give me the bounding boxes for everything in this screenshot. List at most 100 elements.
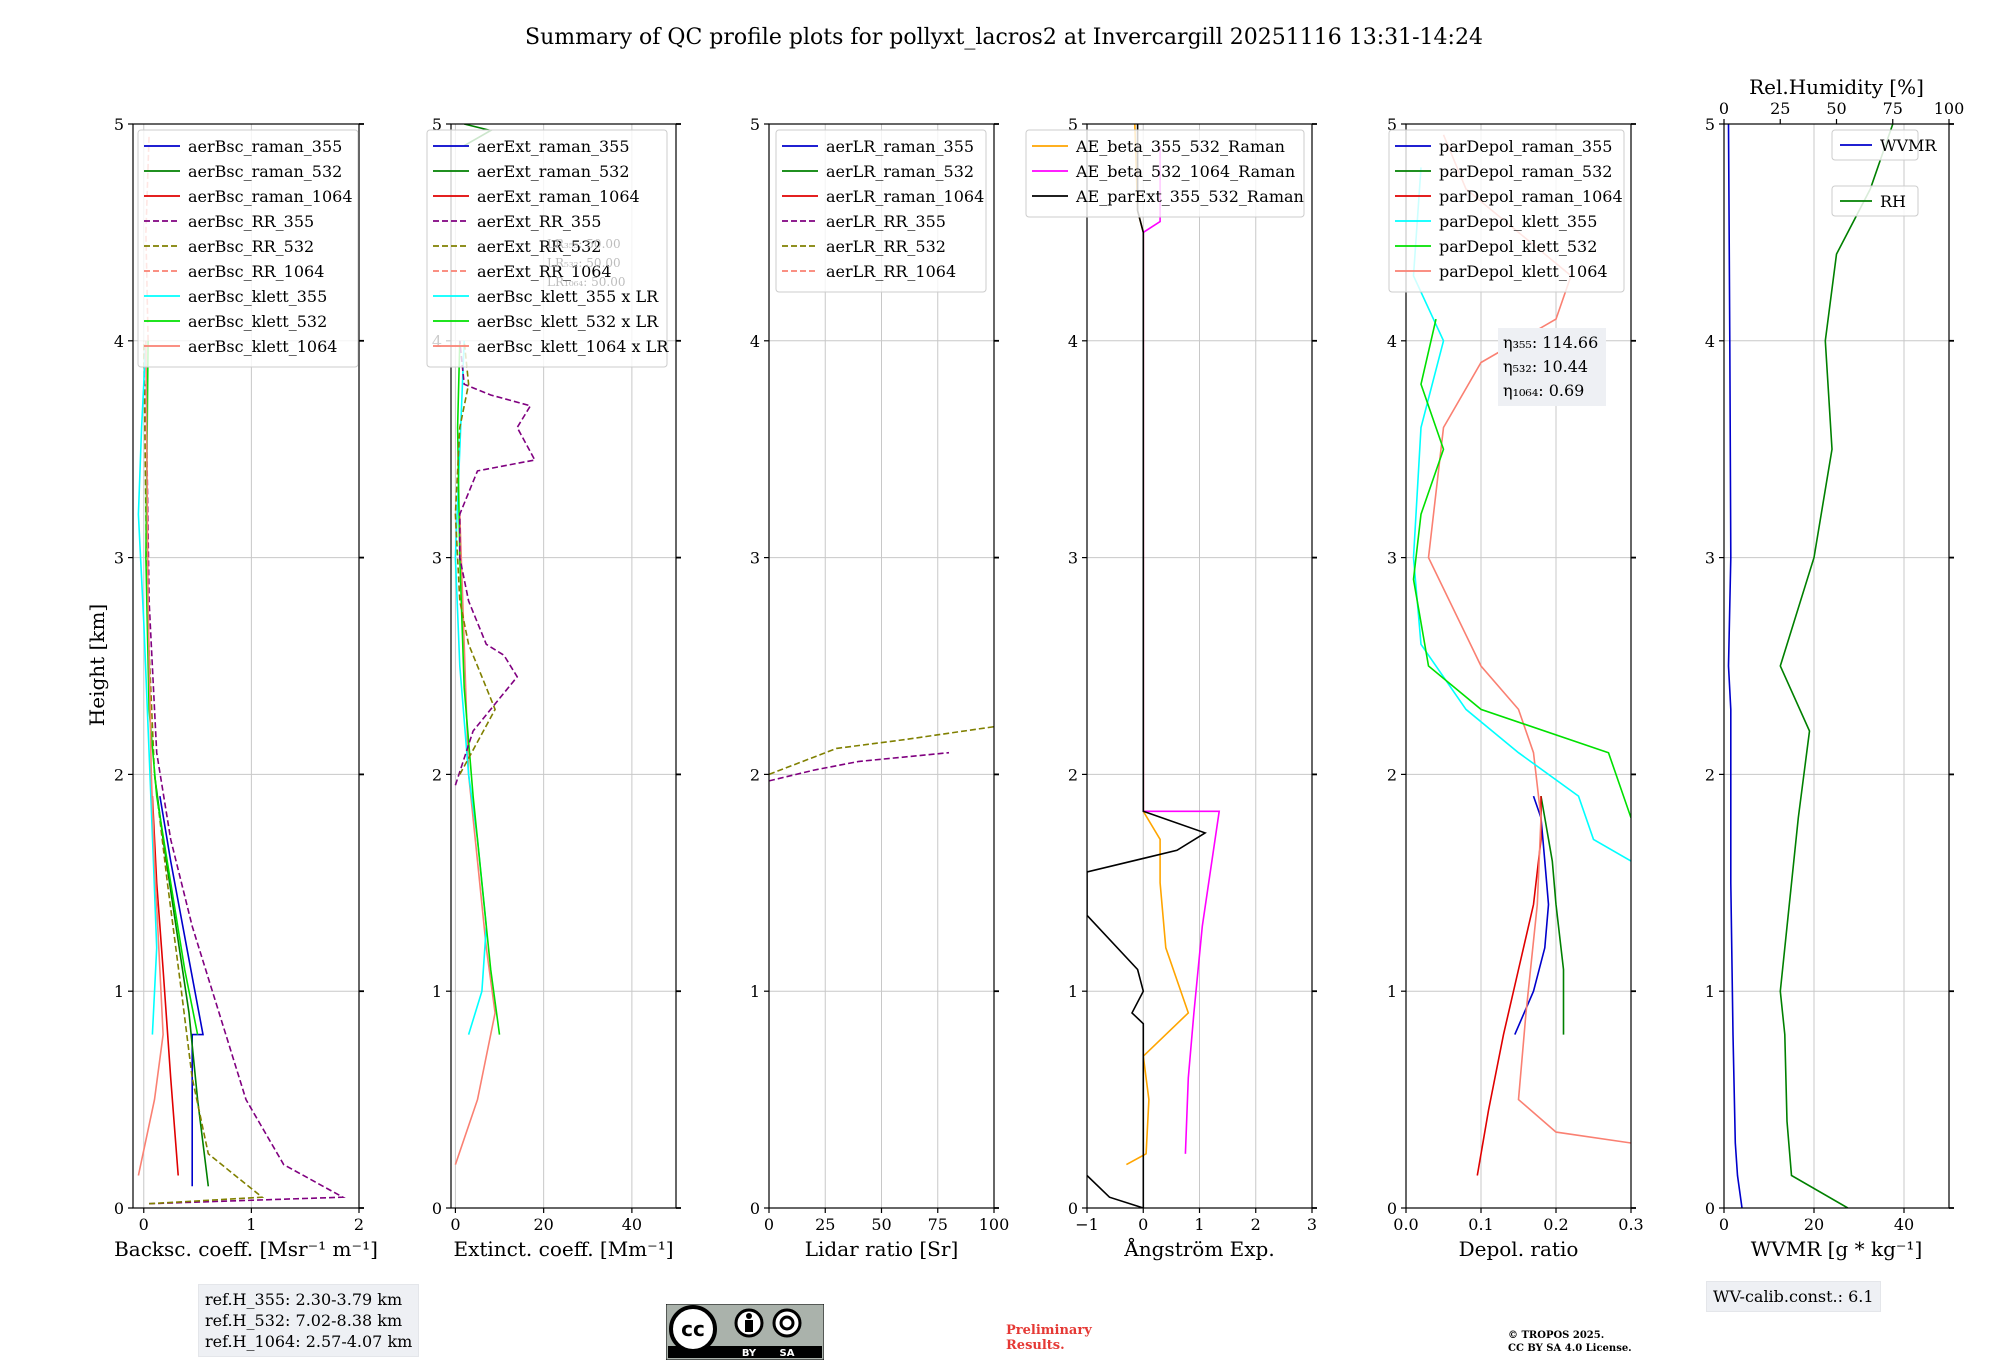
series-line-aerbsc-raman-355 xyxy=(159,795,204,1187)
x-tick-label: 1 xyxy=(1194,1215,1204,1234)
legend-label: aerBsc_raman_355 xyxy=(188,137,342,156)
legend-label: aerExt_RR_355 xyxy=(477,212,601,231)
legend-label: aerBsc_RR_355 xyxy=(188,212,314,231)
y-tick-label: 4 xyxy=(750,332,760,351)
series-group xyxy=(769,725,994,782)
y-tick-label: 0 xyxy=(1387,1199,1397,1218)
legend-label: AE_beta_532_1064_Raman xyxy=(1075,162,1295,181)
x-tick-label: 0.1 xyxy=(1468,1215,1493,1234)
series-line-pardepol-klett-532 xyxy=(1412,318,1631,819)
legend-label: parDepol_klett_532 xyxy=(1439,237,1597,256)
preliminary-notice: Preliminary Results. xyxy=(1006,1323,1092,1353)
legend-label: aerExt_raman_532 xyxy=(477,162,630,181)
legend-label: aerLR_raman_532 xyxy=(826,162,974,181)
legend-ext: aerExt_raman_355 aerExt_raman_532 aerExt_r… xyxy=(426,129,669,368)
series-group xyxy=(1727,124,1894,1208)
series-line-aerbsc-klett-355 xyxy=(137,340,158,1035)
legend-label: aerBsc_klett_1064 x LR xyxy=(477,337,669,356)
panel-bsc: 0 1 2 0 1 2 3 4 5 Backsc. coeff. [Msr⁻¹ m⁻¹] aerBs… xyxy=(114,115,378,1261)
y-tick-label: 3 xyxy=(750,549,760,568)
sa-text: SA xyxy=(780,1348,795,1359)
series-line-aerext-rr-355 xyxy=(454,340,537,786)
legend-label: aerExt_RR_532 xyxy=(477,237,601,256)
y-tick-label: 5 xyxy=(750,115,760,134)
x-tick-label: 0 xyxy=(764,1215,774,1234)
legend-label: AE_parExt_355_532_Raman xyxy=(1075,187,1304,206)
y-tick-label: 1 xyxy=(1705,982,1715,1001)
x-tick-label: 0 xyxy=(450,1215,460,1234)
legend-box xyxy=(426,129,668,368)
series-line-aerbsc-klett-1064 xyxy=(137,340,164,1176)
top-x-axis-label: Rel.Humidity [%] xyxy=(1749,75,1924,99)
legend-label: aerLR_raman_1064 xyxy=(826,187,984,206)
lidar-ratio-annotation: LR₃₅₅: 50.00 xyxy=(547,237,621,251)
legend-box xyxy=(1388,129,1625,293)
y-axis-label: Height [km] xyxy=(85,604,109,726)
by-text: BY xyxy=(742,1348,757,1359)
top-x-tick-label: 0 xyxy=(1719,99,1729,118)
y-tick-label: 1 xyxy=(114,982,124,1001)
wv-calib-box: WV-calib.const.: 6.1 xyxy=(1706,1281,1881,1312)
axes-frame xyxy=(1723,123,1950,1209)
series-line-aerbsc-klett-1064-x-lr xyxy=(454,514,496,1165)
legend-box xyxy=(1831,185,1919,217)
y-tick-label: 2 xyxy=(750,765,760,784)
legend-label: aerBsc_klett_355 xyxy=(188,287,327,306)
x-tick-label: 0 xyxy=(139,1215,149,1234)
top-x-tick-label: 75 xyxy=(1883,99,1903,118)
series-line-pardepol-klett-355 xyxy=(1412,167,1631,862)
x-axis-label: Depol. ratio xyxy=(1459,1237,1579,1261)
series-line-ae-parext-355-532-raman xyxy=(1087,124,1207,1208)
legend-box xyxy=(775,129,987,293)
y-tick-label: 3 xyxy=(1705,549,1715,568)
y-tick-label: 1 xyxy=(432,982,442,1001)
y-tick-label: 1 xyxy=(1068,982,1078,1001)
legend-label: AE_beta_355_532_Raman xyxy=(1075,137,1285,156)
series-line-aerbsc-klett-532 xyxy=(145,340,199,1035)
series-line-wvmr xyxy=(1727,124,1743,1208)
series-line-aerbsc-rr-355 xyxy=(145,384,346,1205)
y-tick-label: 2 xyxy=(114,765,124,784)
ref-height-1064: ref.H_1064: 2.57-4.07 km xyxy=(205,1332,413,1351)
y-tick-label: 4 xyxy=(1068,332,1078,351)
legend-lr: aerLR_raman_355 aerLR_raman_532 aerLR_rama… xyxy=(775,129,987,293)
x-tick-label: 0.0 xyxy=(1393,1215,1418,1234)
series-line-pardepol-raman-1064 xyxy=(1476,796,1542,1176)
y-tick-label: 2 xyxy=(1068,765,1078,784)
y-tick-label: 4 xyxy=(1705,332,1715,351)
series-group xyxy=(1087,124,1221,1208)
legend-box xyxy=(137,129,359,368)
legend-label: aerBsc_klett_1064 xyxy=(188,337,337,356)
wv-calib-text: WV-calib.const.: 6.1 xyxy=(1713,1287,1874,1306)
copyright-line-1: © TROPOS 2025. xyxy=(1508,1330,1605,1341)
series-line-aerbsc-klett-355-x-lr xyxy=(454,340,488,1035)
x-tick-label: 3 xyxy=(1307,1215,1317,1234)
series-line-aerext-rr-532 xyxy=(454,340,496,775)
top-x-tick-label: 100 xyxy=(1934,99,1965,118)
preliminary-line-2: Results. xyxy=(1006,1338,1065,1353)
legend-label: RH xyxy=(1880,192,1906,211)
top-x-tick-label: 50 xyxy=(1826,99,1846,118)
top-x-tick-label: 25 xyxy=(1770,99,1790,118)
x-tick-label: 0.2 xyxy=(1543,1215,1568,1234)
ref-height-355: ref.H_355: 2.30-3.79 km xyxy=(205,1290,403,1309)
legend-label: aerExt_raman_1064 xyxy=(477,187,640,206)
ref-height-532: ref.H_532: 7.02-8.38 km xyxy=(205,1311,403,1330)
sa-icon xyxy=(772,1308,802,1338)
y-tick-label: 5 xyxy=(114,115,124,134)
legend-rh: RH xyxy=(1831,185,1919,217)
eta-annotation: η₁₀₆₄: 0.69 xyxy=(1503,381,1584,400)
panel-ext: 02040012345Extinct. coeff. [Mm⁻¹]aerExt_… xyxy=(426,115,681,1261)
preliminary-line-1: Preliminary xyxy=(1006,1323,1092,1338)
legend-label: parDepol_raman_532 xyxy=(1439,162,1612,181)
legend-bsc: aerBsc_raman_355 aerBsc_raman_532 aerBsc_r… xyxy=(137,129,359,368)
legend-box xyxy=(1831,129,1919,161)
panel-wv: 0 20 40 0 1 2 3 4 5 WVMR [g * kg⁻¹] 0 25 50 75 100 Rel.… xyxy=(1705,75,1964,1261)
y-tick-label: 1 xyxy=(1387,982,1397,1001)
x-tick-label: 0.3 xyxy=(1618,1215,1643,1234)
legend-label: WVMR xyxy=(1880,136,1937,155)
y-tick-label: 0 xyxy=(114,1199,124,1218)
x-tick-label: 2 xyxy=(1251,1215,1261,1234)
